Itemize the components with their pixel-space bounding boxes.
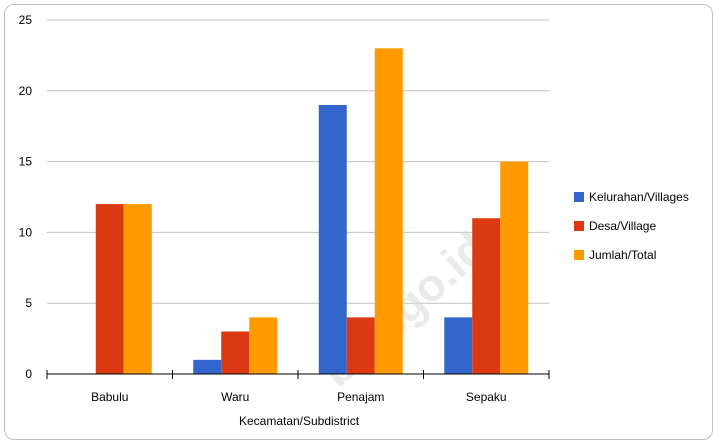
x-tick-label: Sepaku (466, 390, 507, 404)
bar (221, 331, 250, 374)
legend-label: Kelurahan/Villages (589, 190, 689, 204)
bar (249, 317, 278, 374)
x-axis (46, 370, 550, 379)
bar (95, 204, 124, 374)
x-tick-label: Penajam (337, 390, 384, 404)
y-axis-tick-labels: 0 5 10 15 20 25 (19, 13, 33, 381)
legend: Kelurahan/Villages Desa/Village Jumlah/Tot… (574, 190, 689, 262)
bar (472, 218, 501, 374)
y-tick-label: 20 (19, 84, 33, 98)
bar (193, 359, 222, 374)
x-axis-title: Kecamatan/Subdistrict (239, 414, 360, 428)
bar (374, 48, 403, 374)
bar (123, 204, 152, 374)
bar (500, 161, 529, 374)
legend-swatch (574, 192, 584, 202)
bar (444, 317, 473, 374)
legend-swatch (574, 221, 584, 231)
legend-label: Desa/Village (589, 219, 656, 233)
y-tick-label: 10 (19, 225, 33, 239)
x-tick-label: Waru (221, 390, 249, 404)
bars (95, 48, 529, 375)
legend-label: Jumlah/Total (589, 248, 656, 262)
y-tick-label: 5 (25, 296, 32, 310)
bar (318, 104, 347, 375)
bar (346, 317, 375, 374)
y-tick-label: 0 (25, 367, 32, 381)
x-tick-label: Babulu (91, 390, 128, 404)
x-axis-tick-labels: Babulu Waru Penajam Sepaku (91, 390, 507, 404)
y-tick-label: 25 (19, 13, 33, 27)
legend-swatch (574, 250, 584, 260)
y-tick-label: 15 (19, 155, 33, 169)
